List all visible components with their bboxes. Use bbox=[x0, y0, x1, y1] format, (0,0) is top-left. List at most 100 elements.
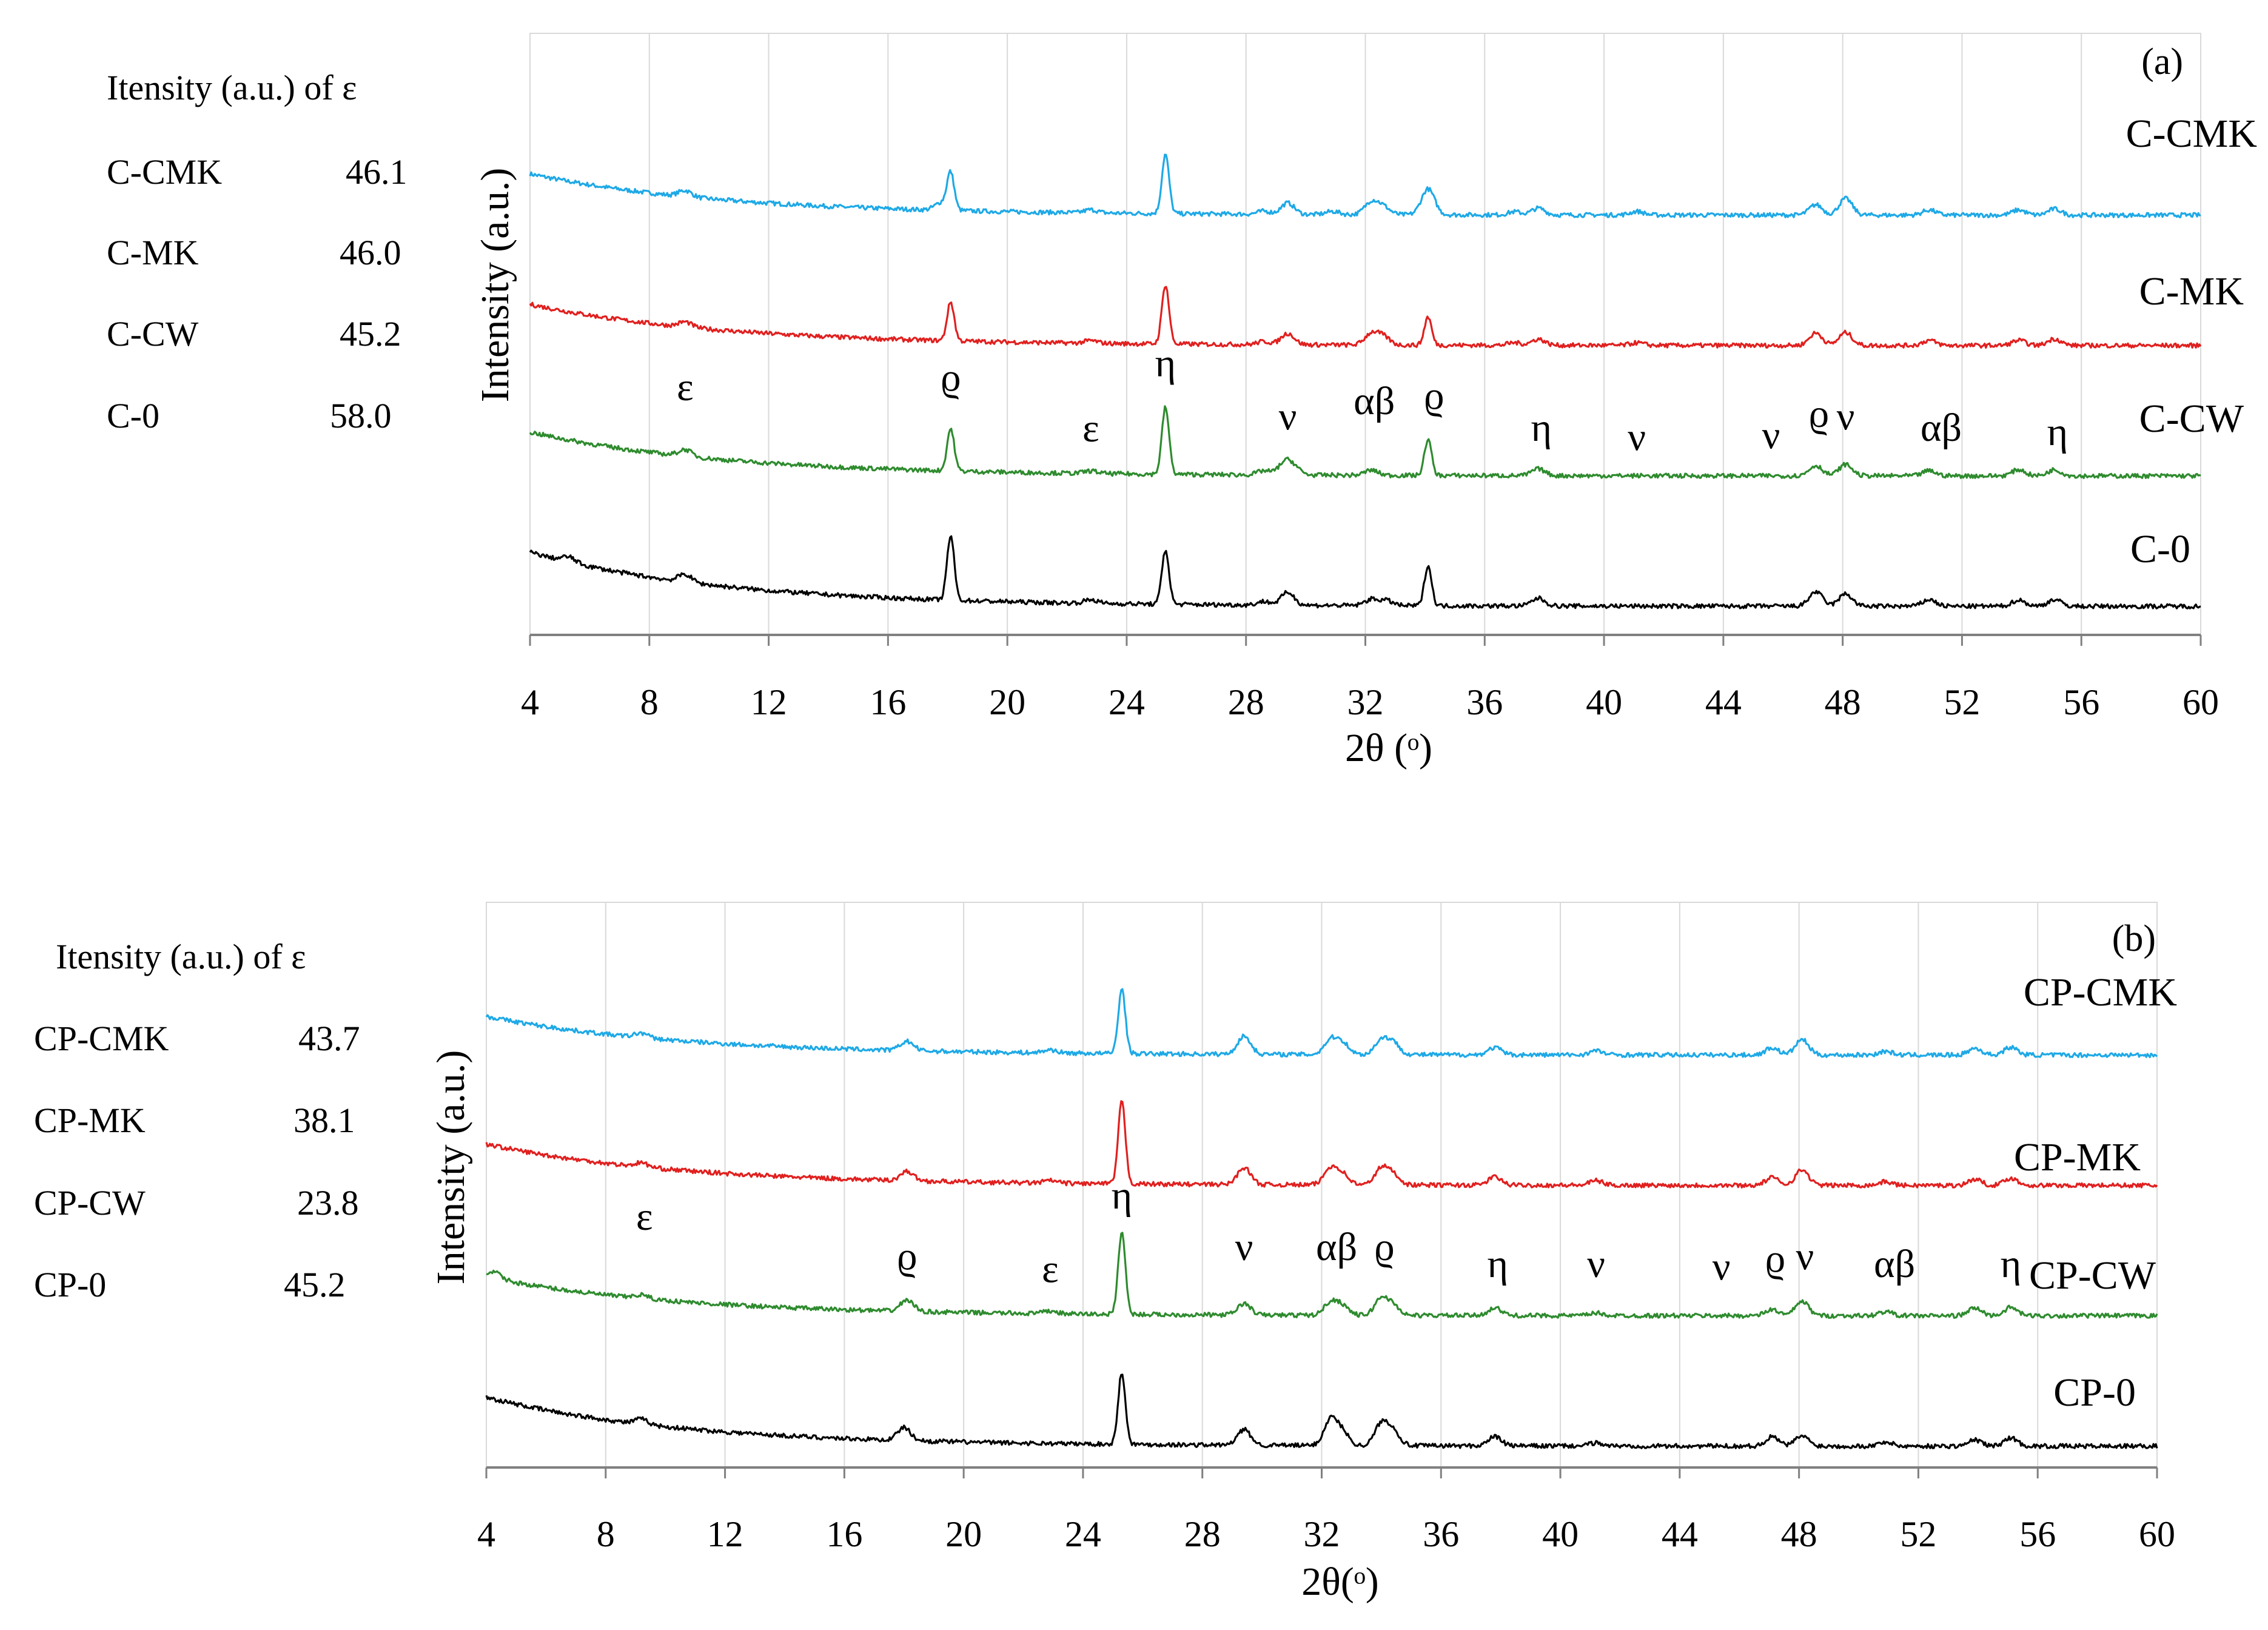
phase-label: η bbox=[1531, 406, 1552, 450]
phase-label: η bbox=[1488, 1242, 1509, 1286]
x-tick-label: 36 bbox=[1466, 682, 1503, 722]
x-tick-label: 48 bbox=[1781, 1514, 1817, 1554]
phase-label: ε bbox=[636, 1195, 653, 1239]
panel-a-y-axis-title: Intensity (a.u.) bbox=[473, 168, 517, 403]
phase-label: ν bbox=[1235, 1225, 1253, 1269]
series-label-cp-0: CP-0 bbox=[2053, 1370, 2136, 1415]
x-tick-label: 16 bbox=[870, 682, 906, 722]
x-tick-label: 4 bbox=[477, 1514, 495, 1554]
inset-b-value: 23.8 bbox=[297, 1183, 359, 1222]
panel-a-x-axis bbox=[529, 634, 2202, 646]
phase-label: ϱ bbox=[1808, 392, 1829, 436]
phase-label: ϱ bbox=[1374, 1225, 1395, 1269]
phase-label: ϱ bbox=[941, 356, 961, 400]
panel-b-tag: (b) bbox=[2112, 918, 2156, 959]
phase-label: ν bbox=[1279, 394, 1297, 438]
inset-a-sample: C-0 bbox=[107, 396, 159, 435]
phase-label: ϱ bbox=[1765, 1237, 1785, 1281]
x-tick-label: 20 bbox=[945, 1514, 982, 1554]
series-label-c-cmk: C-CMK bbox=[2126, 112, 2257, 156]
series-label-cp-mk: CP-MK bbox=[2014, 1135, 2141, 1179]
x-tick-label: 8 bbox=[640, 682, 659, 722]
panel-b-intensity-inset: Itensity (a.u.) of ε CP-CMK 43.7 CP-MK 3… bbox=[34, 937, 360, 1304]
phase-label: αβ bbox=[1874, 1242, 1915, 1286]
panel-a-x-axis-title: 2θ (ᵒ) bbox=[1345, 726, 1432, 770]
x-tick-label: 20 bbox=[989, 682, 1025, 722]
inset-a-sample: C-CW bbox=[107, 314, 199, 354]
series-label-cp-cmk: CP-CMK bbox=[2024, 970, 2177, 1015]
inset-a-value: 58.0 bbox=[330, 396, 392, 435]
panel-a-intensity-inset: Itensity (a.u.) of ε C-CMK 46.1 C-MK 46.… bbox=[107, 68, 408, 435]
x-tick-label: 4 bbox=[521, 682, 539, 722]
x-tick-label: 24 bbox=[1065, 1514, 1101, 1554]
x-tick-label: 24 bbox=[1109, 682, 1145, 722]
phase-label: η bbox=[2001, 1242, 2022, 1286]
phase-label: η bbox=[2047, 410, 2068, 454]
x-tick-label: 44 bbox=[1705, 682, 1742, 722]
inset-b-value: 45.2 bbox=[284, 1265, 346, 1304]
x-tick-label: 56 bbox=[2019, 1514, 2056, 1554]
series-label-c-0: C-0 bbox=[2130, 527, 2190, 571]
panel-a-series bbox=[529, 153, 2202, 609]
x-tick-label: 8 bbox=[597, 1514, 615, 1554]
inset-b-sample: CP-MK bbox=[34, 1101, 146, 1140]
x-tick-label: 48 bbox=[1825, 682, 1861, 722]
x-tick-label: 16 bbox=[826, 1514, 862, 1554]
x-tick-label: 60 bbox=[2182, 682, 2219, 722]
x-tick-label: 36 bbox=[1423, 1514, 1459, 1554]
panel-a-tag: (a) bbox=[2141, 41, 2183, 82]
inset-b-value: 38.1 bbox=[294, 1101, 355, 1140]
series-line-cp-cmk bbox=[485, 988, 2158, 1058]
inset-a-value: 45.2 bbox=[340, 314, 401, 354]
panel-b-phase-labels: εϱ εην αβ ϱ η ν ν ϱ ν αβ η bbox=[636, 1173, 2021, 1292]
inset-a-title: Itensity (a.u.) of ε bbox=[107, 68, 357, 107]
x-tick-label: 32 bbox=[1304, 1514, 1340, 1554]
x-tick-label: 52 bbox=[1900, 1514, 1936, 1554]
x-tick-label: 52 bbox=[1944, 682, 1980, 722]
inset-b-sample: CP-CW bbox=[34, 1183, 146, 1222]
x-tick-label: 12 bbox=[707, 1514, 743, 1554]
phase-label: ν bbox=[1587, 1242, 1605, 1286]
phase-label: ϱ bbox=[1424, 374, 1444, 418]
phase-label: ϱ bbox=[897, 1234, 918, 1278]
inset-b-sample: CP-0 bbox=[34, 1265, 106, 1304]
series-line-cp-cw bbox=[486, 1232, 2158, 1319]
inset-a-sample: C-CMK bbox=[107, 152, 222, 192]
phase-label: αβ bbox=[1354, 379, 1395, 423]
inset-b-sample: CP-CMK bbox=[34, 1019, 169, 1058]
panel-b-grid bbox=[486, 902, 2158, 1467]
panel-b-chart: 4 8 12 16 20 24 28 32 36 40 44 48 52 56 60 εϱ εην αβ ϱ η ν ν… bbox=[34, 902, 2177, 1604]
panel-b-tick-labels: 4 8 12 16 20 24 28 32 36 40 44 48 52 56 60 bbox=[477, 1514, 2175, 1554]
x-tick-label: 44 bbox=[1662, 1514, 1698, 1554]
inset-a-sample: C-MK bbox=[107, 233, 199, 272]
series-line-c-0 bbox=[529, 535, 2201, 609]
series-line-cp-0 bbox=[485, 1373, 2158, 1449]
phase-label: αβ bbox=[1316, 1225, 1357, 1269]
inset-a-value: 46.1 bbox=[346, 152, 408, 192]
phase-label: ε bbox=[1082, 406, 1099, 451]
phase-label: η bbox=[1112, 1173, 1133, 1218]
panel-b-x-axis-title: 2θ(ᵒ) bbox=[1301, 1560, 1379, 1604]
x-tick-label: 28 bbox=[1228, 682, 1264, 722]
x-tick-label: 28 bbox=[1184, 1514, 1221, 1554]
phase-label: η bbox=[1155, 341, 1176, 386]
panel-b-x-axis bbox=[485, 1466, 2158, 1478]
panel-b-series bbox=[485, 988, 2158, 1449]
panel-b-y-axis-title: Intensity (a.u.) bbox=[429, 1050, 473, 1285]
series-line-c-cmk bbox=[529, 153, 2201, 218]
phase-label: ν bbox=[1837, 394, 1855, 438]
x-tick-label: 56 bbox=[2063, 682, 2099, 722]
inset-a-value: 46.0 bbox=[340, 233, 401, 272]
series-label-cp-cw: CP-CW bbox=[2029, 1253, 2156, 1298]
phase-label: ν bbox=[1713, 1244, 1731, 1289]
phase-label: ε bbox=[1042, 1247, 1059, 1292]
phase-label: ε bbox=[677, 365, 694, 409]
phase-label: αβ bbox=[1921, 406, 1962, 450]
inset-b-value: 43.7 bbox=[298, 1019, 360, 1058]
x-tick-label: 60 bbox=[2139, 1514, 2175, 1554]
x-tick-label: 12 bbox=[751, 682, 787, 722]
series-line-c-mk bbox=[529, 286, 2202, 349]
